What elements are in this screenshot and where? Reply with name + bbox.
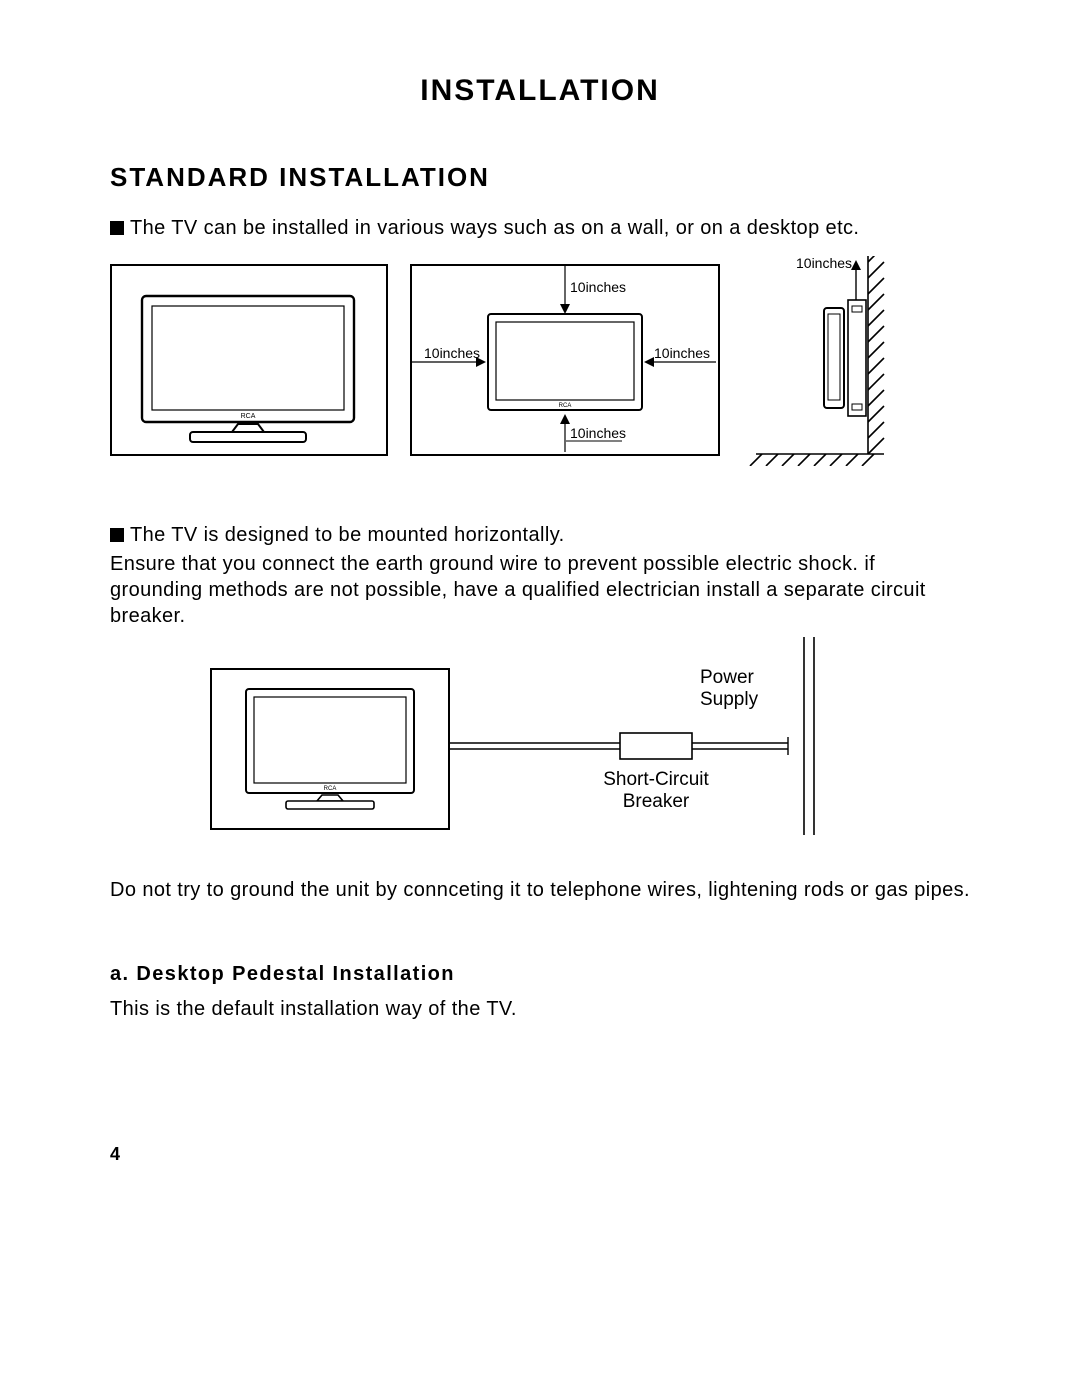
power-supply-diagram: RCA Power Supply Short-Circuit Breaker — [210, 637, 970, 837]
power-supply-label-2: Supply — [700, 689, 759, 710]
svg-text:10inches: 10inches — [654, 345, 710, 361]
svg-text:RCA: RCA — [241, 413, 256, 420]
svg-text:RCA: RCA — [559, 403, 572, 409]
power-supply-label: Power — [700, 667, 755, 688]
svg-text:10inches: 10inches — [570, 425, 626, 441]
page-title: INSTALLATION — [110, 74, 970, 108]
section-heading: STANDARD INSTALLATION — [110, 162, 970, 193]
subsection-heading: a. Desktop Pedestal Installation — [110, 963, 970, 986]
bullet-square-icon — [110, 528, 124, 542]
svg-text:10inches: 10inches — [424, 345, 480, 361]
page-number: 4 — [110, 1144, 120, 1165]
subsection-text: This is the default installation way of … — [110, 996, 970, 1022]
bullet-install-ways: The TV can be installed in various ways … — [110, 217, 970, 240]
bullet-text: The TV is designed to be mounted horizon… — [130, 524, 565, 547]
svg-text:RCA: RCA — [324, 786, 337, 792]
clearance-illustration: RCA RCA 10inches — [110, 256, 970, 466]
bullet-horizontal: The TV is designed to be mounted horizon… — [110, 524, 970, 547]
breaker-label-2: Breaker — [623, 791, 690, 812]
svg-text:10inches: 10inches — [570, 279, 626, 295]
svg-text:10inches: 10inches — [796, 256, 852, 271]
clearance-diagrams: RCA RCA 10inches — [110, 256, 970, 466]
breaker-label-1: Short-Circuit — [603, 769, 709, 790]
bullet-text: The TV can be installed in various ways … — [130, 217, 859, 240]
ground-warning-paragraph: Do not try to ground the unit by conncet… — [110, 877, 970, 903]
grounding-paragraph: Ensure that you connect the earth ground… — [110, 551, 970, 629]
bullet-square-icon — [110, 221, 124, 235]
